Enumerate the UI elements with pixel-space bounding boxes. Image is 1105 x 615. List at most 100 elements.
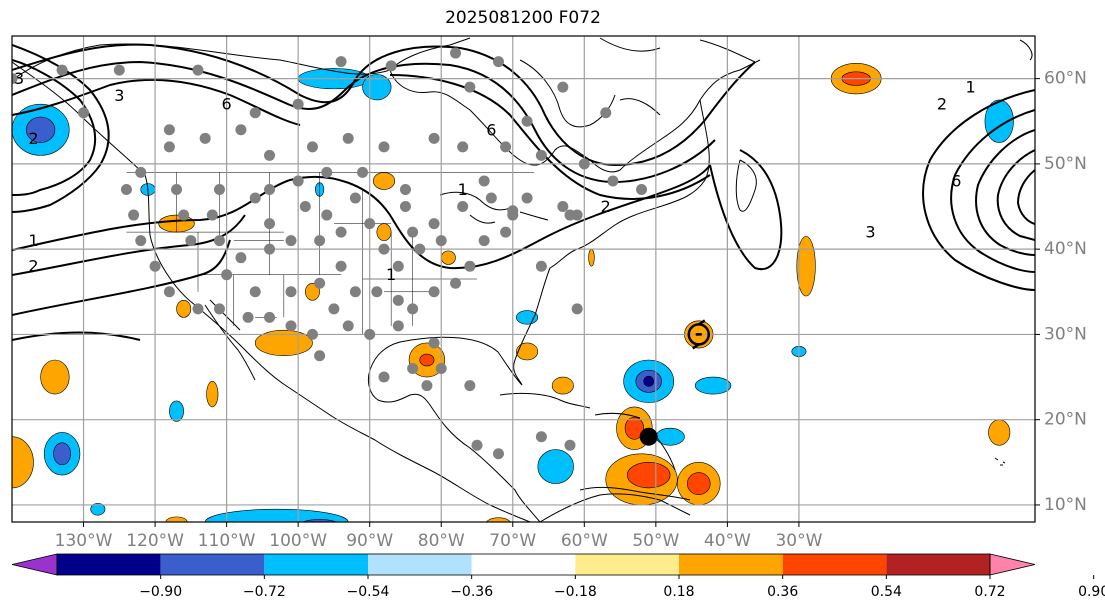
station-dot xyxy=(249,107,261,119)
coastline-great-lakes xyxy=(439,191,549,224)
station-dot xyxy=(464,81,476,93)
contour-line xyxy=(922,89,1035,291)
station-dot xyxy=(428,286,440,298)
station-dot xyxy=(371,286,383,298)
station-dot xyxy=(428,132,440,144)
station-dot xyxy=(378,141,390,153)
station-dot xyxy=(264,149,276,161)
colorbar-tick-label: −0.36 xyxy=(450,584,493,600)
station-dot xyxy=(113,64,125,76)
contour-label: 2 xyxy=(28,257,38,276)
station-dot xyxy=(12,73,18,85)
contour-line xyxy=(996,149,1035,241)
coastline-cape-verde xyxy=(994,457,1006,466)
station-dot xyxy=(564,209,576,221)
station-dot xyxy=(478,235,490,247)
station-dot xyxy=(306,328,318,340)
station-dot xyxy=(135,235,147,247)
contour-label: 1 xyxy=(386,265,396,284)
field-blob xyxy=(169,400,184,422)
station-dot xyxy=(471,439,483,451)
station-dot xyxy=(314,277,326,289)
station-dot xyxy=(378,243,390,255)
station-dot xyxy=(407,363,419,375)
colorbar-tick-label: 0.90 xyxy=(1078,584,1105,600)
contour-line xyxy=(12,331,141,341)
station-dot xyxy=(335,260,347,272)
lat-tick-label: 40°N xyxy=(1044,239,1087,259)
station-dot xyxy=(385,60,397,72)
contour-label: 2 xyxy=(28,129,38,148)
contour-label: 2 xyxy=(601,197,611,216)
station-dot xyxy=(192,64,204,76)
field-blob xyxy=(372,172,396,190)
station-dot xyxy=(192,303,204,315)
field-blob xyxy=(516,310,539,325)
station-dot xyxy=(178,209,190,221)
lat-tick-label: 60°N xyxy=(1044,69,1087,89)
station-dot xyxy=(264,183,276,195)
contour-label: 1 xyxy=(28,231,38,250)
colorbar-extend-high xyxy=(989,553,1036,576)
lon-tick-label: 130°W xyxy=(55,531,113,551)
contour-label: 6 xyxy=(222,95,232,114)
lon-tick-label: 120°W xyxy=(126,531,184,551)
station-dot xyxy=(392,320,404,332)
station-dot xyxy=(163,286,175,298)
coastline-baja xyxy=(204,299,256,381)
colorbar-segment xyxy=(679,554,783,575)
station-dot xyxy=(321,166,333,178)
station-dot xyxy=(521,115,533,127)
lat-tick-label: 30°N xyxy=(1044,324,1087,344)
station-dot xyxy=(500,141,512,153)
station-dot xyxy=(299,201,311,213)
storm-dot-icon xyxy=(639,427,658,446)
station-dot xyxy=(185,235,197,247)
coastline-baffin xyxy=(599,37,756,116)
field-blob xyxy=(626,462,671,489)
coastline-iceland xyxy=(1019,39,1033,61)
contour-line xyxy=(12,59,97,196)
field-blob xyxy=(165,516,188,522)
colorbar-tick-label: −0.90 xyxy=(139,584,182,600)
graticule xyxy=(12,36,1035,522)
station-dot xyxy=(285,320,297,332)
station-dot xyxy=(407,303,419,315)
station-dot xyxy=(464,380,476,392)
station-dot xyxy=(521,192,533,204)
lat-tick-label: 20°N xyxy=(1044,410,1087,430)
station-dot xyxy=(535,149,547,161)
station-dot xyxy=(149,260,161,272)
contour-label: 1 xyxy=(458,180,468,199)
station-dot xyxy=(557,201,569,213)
colorbar: −0.90 −0.72 −0.54 −0.36 −0.18 0.18 0.36 0.54 0.7… xyxy=(11,553,1105,600)
cyclone-markers xyxy=(639,319,711,446)
lat-tick-label: 10°N xyxy=(1044,495,1087,515)
field-blob xyxy=(516,342,539,361)
station-dot xyxy=(414,243,426,255)
station-dot xyxy=(392,260,404,272)
station-dot xyxy=(600,107,612,119)
colorbar-segment xyxy=(57,554,161,575)
station-dot xyxy=(206,209,218,221)
station-dot xyxy=(399,201,411,213)
station-dot xyxy=(435,363,447,375)
hurricane-symbol-icon xyxy=(687,319,711,350)
station-dot xyxy=(607,175,619,187)
station-dot xyxy=(457,141,469,153)
station-dot xyxy=(507,205,519,217)
colorbar-tick-label: 0.54 xyxy=(871,584,902,600)
station-dot xyxy=(636,183,648,195)
station-dot xyxy=(378,371,390,383)
station-dot xyxy=(235,252,247,264)
field-blob xyxy=(302,519,338,522)
station-dot xyxy=(535,260,547,272)
station-dot xyxy=(335,56,347,68)
station-dot xyxy=(56,64,68,76)
contour-label: 3 xyxy=(14,69,24,88)
contour-label: 2 xyxy=(937,95,947,114)
field-blob xyxy=(204,508,349,522)
station-dot xyxy=(120,183,132,195)
coastline-newfoundland xyxy=(735,159,757,212)
